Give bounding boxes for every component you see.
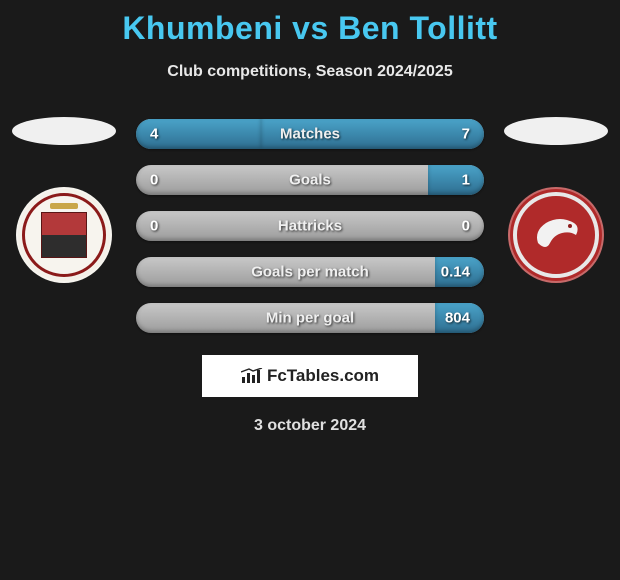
player2-avatar-placeholder (504, 117, 608, 145)
stat-bars: 4 7 Matches 0 1 Goals 0 0 Hattricks 0.14 Goals per… (136, 119, 484, 333)
subtitle: Club competitions, Season 2024/2025 (167, 63, 452, 81)
stat-value-left: 0 (150, 218, 158, 235)
vs-text: vs (292, 10, 329, 46)
stat-label: Min per goal (266, 310, 354, 327)
player1-name: Khumbeni (122, 10, 282, 46)
stat-value-left: 4 (150, 126, 158, 143)
shrimp-icon (530, 213, 582, 257)
stat-value-right: 7 (462, 126, 470, 143)
page-title: Khumbeni vs Ben Tollitt (122, 10, 497, 47)
stat-bar: 0 1 Goals (136, 165, 484, 195)
stat-bar-fill-right (428, 165, 484, 195)
stat-label: Goals (289, 172, 331, 189)
player1-column (10, 119, 118, 283)
stat-value-right: 0.14 (441, 264, 470, 281)
player2-name: Ben Tollitt (338, 10, 498, 46)
stat-label: Hattricks (278, 218, 342, 235)
player1-avatar-placeholder (12, 117, 116, 145)
stat-label: Matches (280, 126, 340, 143)
bar-chart-icon (241, 368, 263, 384)
stat-label: Goals per match (251, 264, 369, 281)
stat-bar: 4 7 Matches (136, 119, 484, 149)
stat-bar: 0 0 Hattricks (136, 211, 484, 241)
player2-column (502, 119, 610, 283)
stat-value-left: 0 (150, 172, 158, 189)
comparison-card: Khumbeni vs Ben Tollitt Club competition… (0, 0, 620, 435)
stat-value-right: 804 (445, 310, 470, 327)
stat-value-right: 1 (462, 172, 470, 189)
stat-bar: 804 Min per goal (136, 303, 484, 333)
watermark-text: FcTables.com (267, 366, 379, 386)
accrington-stanley-badge (16, 187, 112, 283)
stat-value-right: 0 (462, 218, 470, 235)
morecambe-badge (508, 187, 604, 283)
club-crest-icon (41, 212, 87, 258)
watermark: FcTables.com (202, 355, 418, 397)
main-row: 4 7 Matches 0 1 Goals 0 0 Hattricks 0.14 Goals per… (0, 119, 620, 333)
stat-bar: 0.14 Goals per match (136, 257, 484, 287)
date-text: 3 october 2024 (254, 417, 366, 435)
